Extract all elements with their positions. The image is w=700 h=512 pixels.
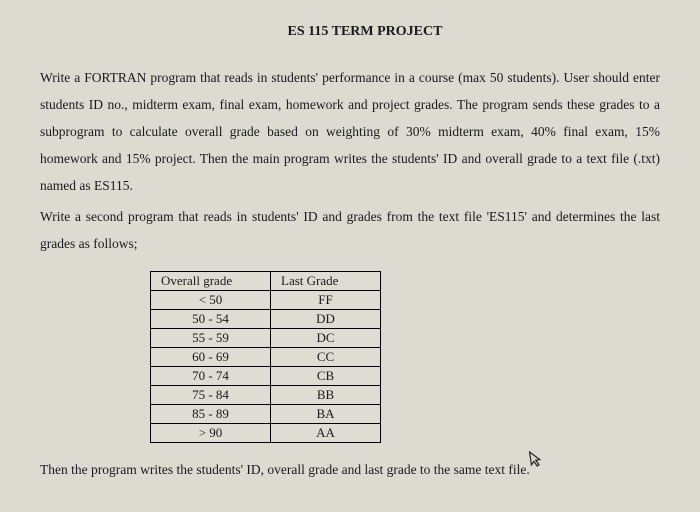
cell-overall: 50 - 54 bbox=[151, 310, 271, 329]
cell-overall: > 90 bbox=[151, 424, 271, 443]
cell-last: CC bbox=[271, 348, 381, 367]
cell-last: DD bbox=[271, 310, 381, 329]
table-row: > 90 AA bbox=[151, 424, 381, 443]
cursor-icon bbox=[528, 449, 545, 474]
cell-overall: 60 - 69 bbox=[151, 348, 271, 367]
cell-overall: 75 - 84 bbox=[151, 386, 271, 405]
page-title: ES 115 TERM PROJECT bbox=[70, 24, 660, 40]
paragraph-1: Write a FORTRAN program that reads in st… bbox=[40, 64, 660, 199]
cell-last: FF bbox=[271, 291, 381, 310]
table-row: 60 - 69 CC bbox=[151, 348, 381, 367]
table-row: 50 - 54 DD bbox=[151, 310, 381, 329]
grade-table-container: Overall grade Last Grade < 50 FF 50 - 54… bbox=[150, 271, 660, 443]
grade-table: Overall grade Last Grade < 50 FF 50 - 54… bbox=[150, 271, 381, 443]
cell-last: BA bbox=[271, 405, 381, 424]
cell-overall: 85 - 89 bbox=[151, 405, 271, 424]
footer-paragraph: Then the program writes the students' ID… bbox=[40, 457, 660, 483]
cell-overall: 55 - 59 bbox=[151, 329, 271, 348]
cell-overall: 70 - 74 bbox=[151, 367, 271, 386]
cell-last: CB bbox=[271, 367, 381, 386]
table-row: 75 - 84 BB bbox=[151, 386, 381, 405]
cell-last: DC bbox=[271, 329, 381, 348]
table-header-row: Overall grade Last Grade bbox=[151, 272, 381, 291]
table-row: 55 - 59 DC bbox=[151, 329, 381, 348]
header-overall-grade: Overall grade bbox=[151, 272, 271, 291]
table-row: 85 - 89 BA bbox=[151, 405, 381, 424]
table-row: 70 - 74 CB bbox=[151, 367, 381, 386]
table-row: < 50 FF bbox=[151, 291, 381, 310]
cell-overall: < 50 bbox=[151, 291, 271, 310]
cell-last: AA bbox=[271, 424, 381, 443]
paragraph-2: Write a second program that reads in stu… bbox=[40, 203, 660, 257]
header-last-grade: Last Grade bbox=[271, 272, 381, 291]
cell-last: BB bbox=[271, 386, 381, 405]
